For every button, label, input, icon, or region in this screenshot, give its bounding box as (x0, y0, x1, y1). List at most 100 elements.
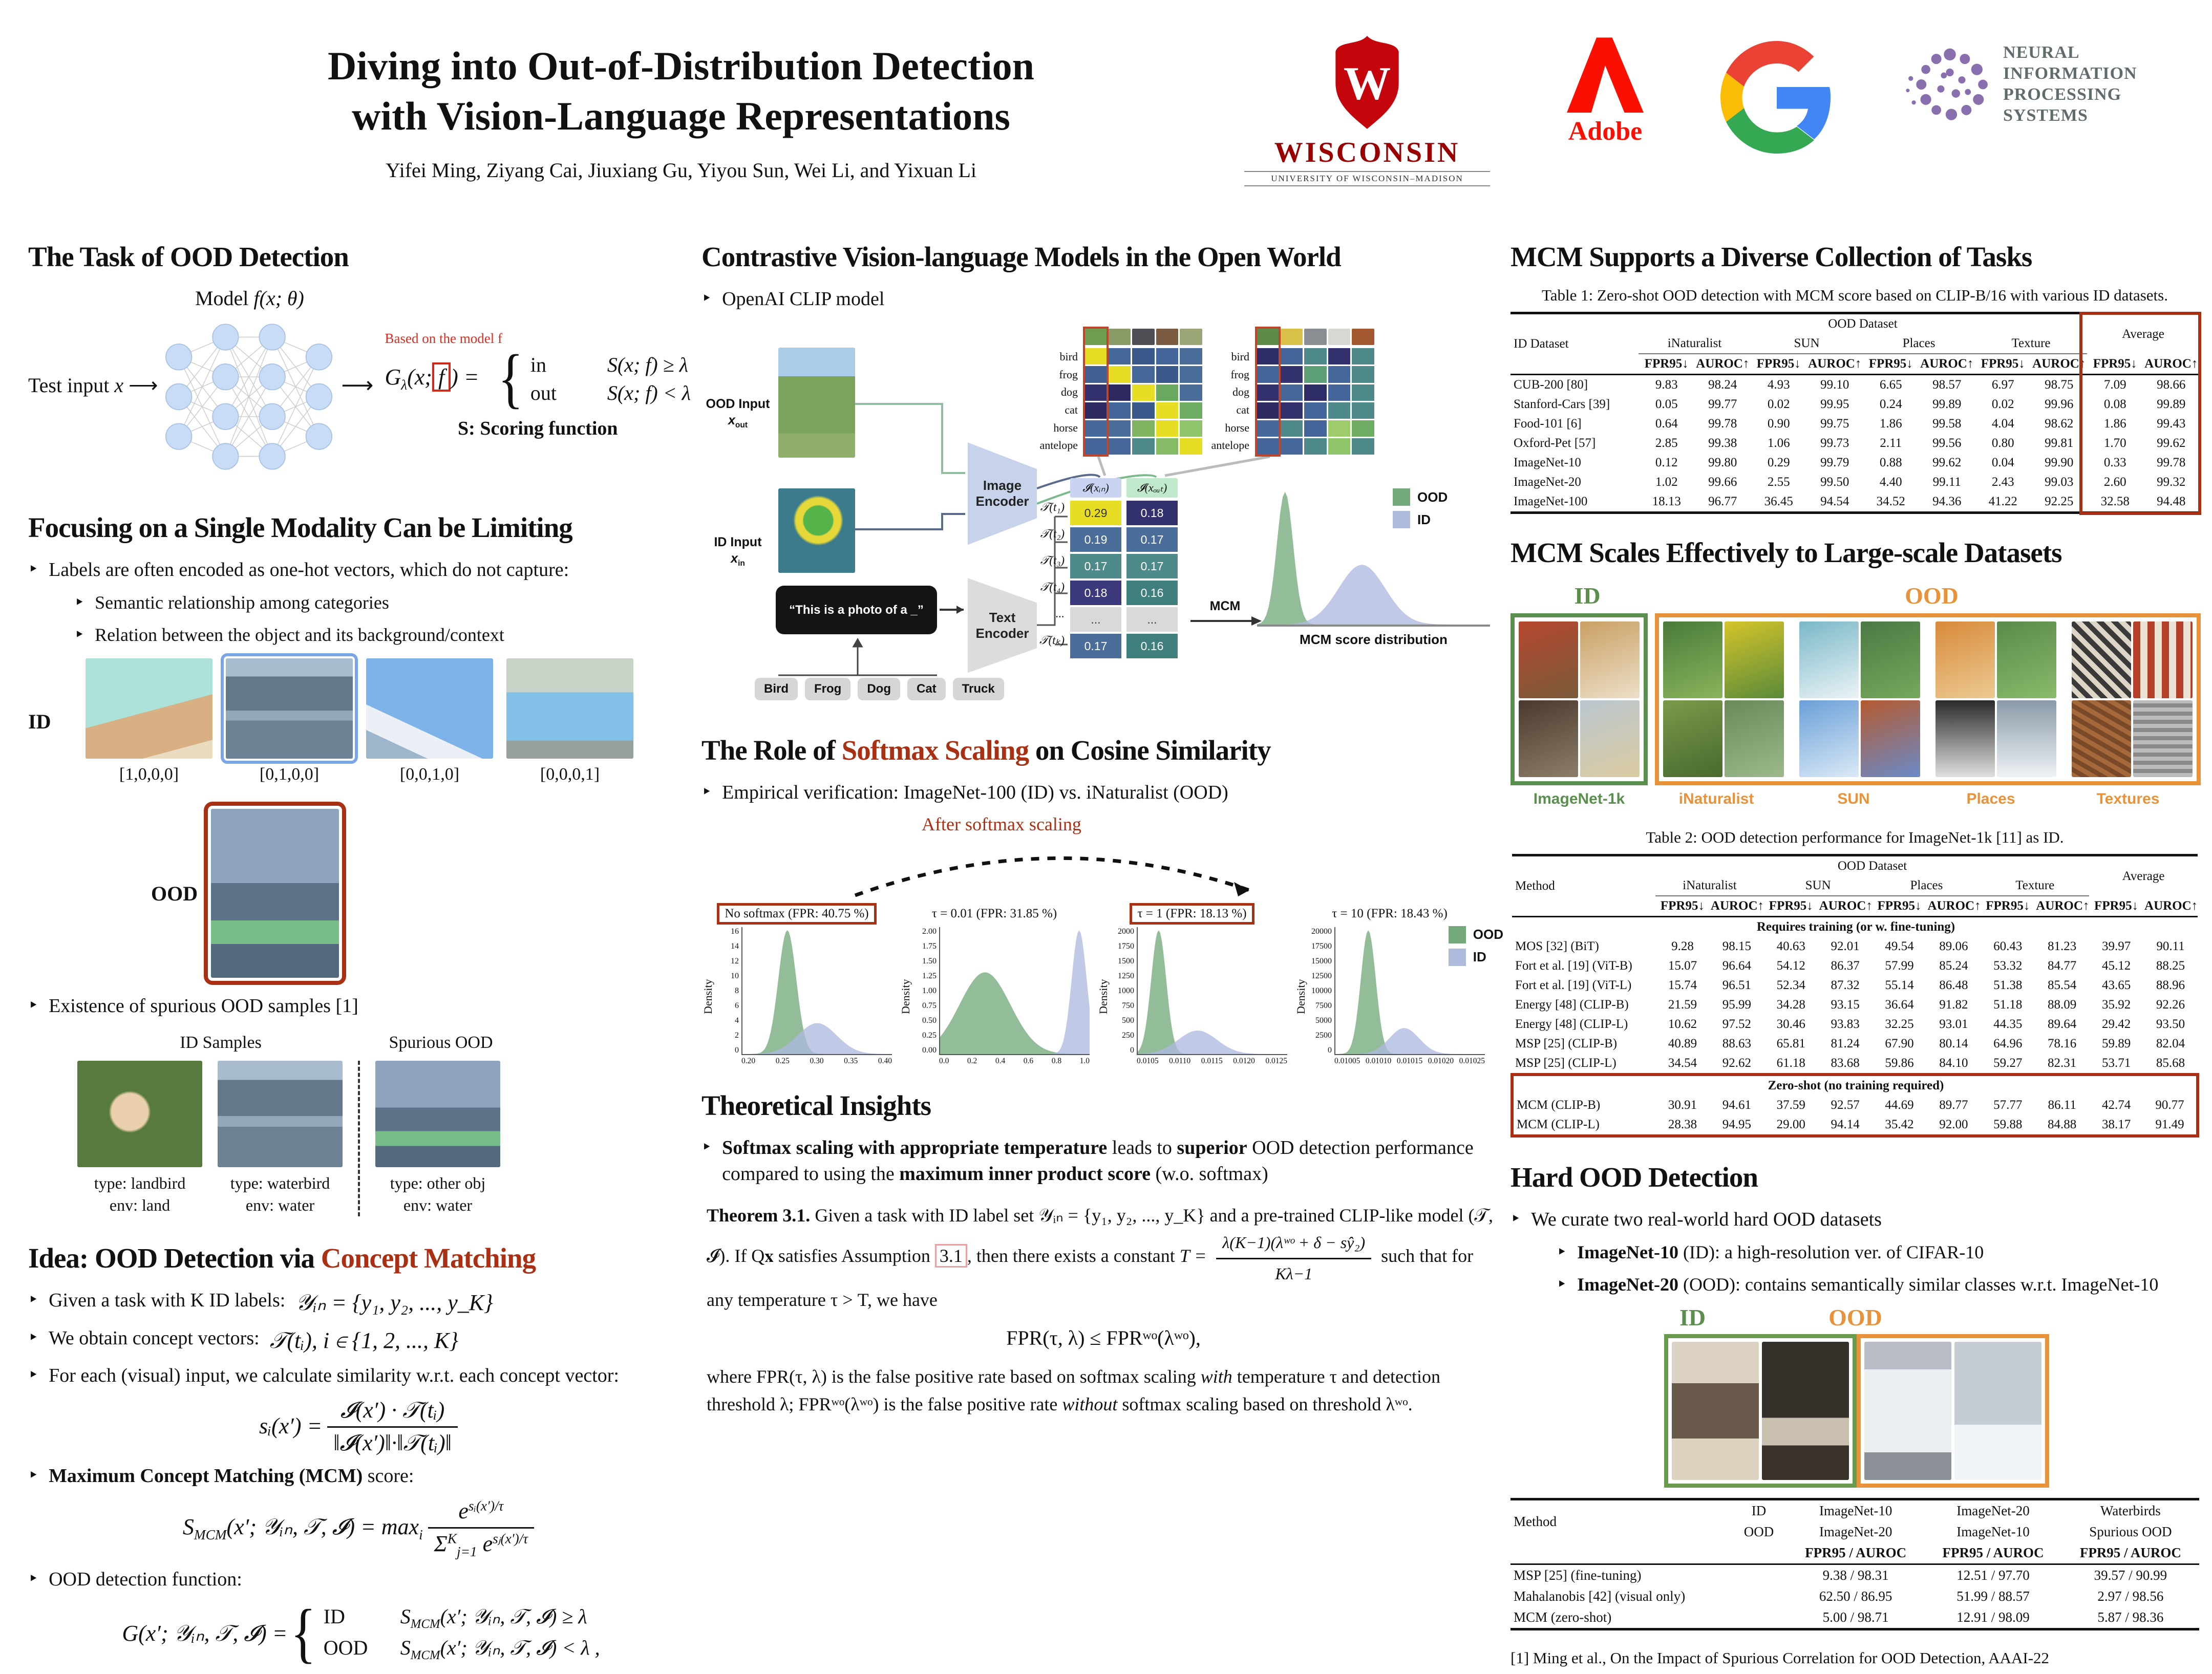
x-tick: 0.25 (775, 1056, 790, 1065)
heatmap-cell (1280, 438, 1303, 455)
neurips-name-line2: PROCESSING SYSTEMS (2003, 85, 2122, 125)
car-image (506, 658, 633, 759)
test-input-label: Test input x ⟶ (28, 373, 158, 397)
y-tick: 0 (1130, 1045, 1134, 1055)
heatmap-cell (1304, 384, 1327, 401)
heatmap-row-label: horse (1053, 421, 1078, 434)
x-tick: 0.40 (878, 1056, 892, 1065)
distribution-x-label: MCM score distribution (1300, 632, 1448, 648)
vector-value-cell: 0.29 (1070, 501, 1121, 526)
adobe-icon (1567, 37, 1644, 113)
heatmap-row-label: antelope (1211, 439, 1249, 452)
y-tick: 1500 (1118, 956, 1134, 965)
spurious-samples-row: type: landbird env: land type: waterbird e… (77, 1060, 694, 1217)
svg-text:W: W (1344, 57, 1391, 110)
neurips-logo: NEURAL INFORMATION PROCESSING SYSTEMS (1905, 36, 2202, 133)
footnote-reference: [1] Ming et al., On the Impact of Spurio… (1511, 1649, 2050, 1667)
heatmap-cell (1257, 384, 1279, 401)
x-ticks: 0.01005 0.01010 0.01015 0.01020 0.01025 (1334, 1057, 1485, 1066)
heatmap-cell (1304, 348, 1327, 365)
hard-ood-images (1664, 1334, 2199, 1488)
arrow-right-icon: ⟶ (341, 372, 374, 398)
table-row: MSP [25] (CLIP-B) 40.89 88.63 65.81 81.24 67.… (1515, 1037, 2185, 1050)
heatmap-cell (1132, 348, 1155, 365)
vector-row-label: 𝒯(t₁) (1040, 501, 1065, 514)
knit-texture-image (2133, 700, 2193, 777)
dessert-image (1580, 621, 1640, 698)
vector-value-cell: 0.17 (1070, 634, 1121, 659)
y-tick: 6 (735, 1001, 739, 1010)
density-plot-tau-10: τ = 10 (FPR: 18.43 %) Density 20000 17500… (1294, 900, 1485, 1066)
heatmap-cell (1328, 420, 1351, 437)
heatmap-cell (1180, 348, 1202, 365)
heatmap-cell (1132, 366, 1155, 383)
label-set-formula: 𝒴ᵢₙ = {y₁, y₂, ..., y_K} (295, 1290, 493, 1316)
hard-bullet-1: We curate two real-world hard OOD datase… (1511, 1207, 2199, 1233)
table-row: CUB-200 [80] 9.83 98.24 4.93 99.10 6.65 98.57 6… (1514, 378, 2186, 392)
vector-column-ood: 𝓘(xₒᵤₜ) 0.18 0.17 0.17 0.16... 0.16 (1126, 478, 1178, 660)
based-on-note: Based on the model f (385, 330, 502, 346)
neurips-name-line1: NEURAL INFORMATION (2003, 43, 2137, 83)
x-tick: 0.20 (741, 1056, 756, 1065)
sample-env: env: land (109, 1195, 171, 1214)
ood-dataset-header: OOD Dataset (1828, 317, 1898, 331)
scoring-note: S: Scoring function (458, 417, 618, 439)
poster-title: Diving into Out-of-Distribution Detectio… (169, 41, 1193, 141)
x-tick: 0.35 (844, 1056, 858, 1065)
heatmap-cell (1280, 366, 1303, 383)
id-legend-swatch (1393, 511, 1410, 529)
f-redbox: f (432, 362, 451, 392)
heatmap-cell (1156, 402, 1179, 419)
table-row: Stanford-Cars [39] 0.05 99.77 0.02 99.95 0.24… (1514, 397, 2186, 411)
heatmap-cell (1132, 420, 1155, 437)
y-tick: 500 (1122, 1016, 1134, 1025)
ood-input-label: OOD Input xout (706, 397, 770, 430)
table-section-row: Zero-shot (no training required) (1512, 1074, 2198, 1096)
table-row: MSP [25] (CLIP-L) 34.54 92.62 61.18 83.68 59.… (1515, 1056, 2185, 1070)
heatmap-cell (1180, 402, 1202, 419)
heatmap-cell (1304, 366, 1327, 383)
table-row: ImageNet-10 0.12 99.80 0.29 99.79 0.88 99.62 0.… (1514, 456, 2186, 469)
heatmap-cell (1180, 384, 1202, 401)
y-tick: 1250 (1118, 971, 1134, 980)
idea-bullet-3: For each (visual) input, we calculate si… (28, 1363, 694, 1389)
table-row: ImageNet-100 18.13 96.77 36.45 94.54 34.52 94.… (1514, 495, 2186, 508)
vector-row-label: 𝒯(t₄) (1040, 581, 1065, 594)
bird-lake-image (221, 653, 358, 764)
modality-bullet-1: Labels are often encoded as one-hot vect… (28, 557, 694, 583)
y-tick: 17500 (1311, 941, 1332, 951)
assumption-ref: 3.1 (934, 1243, 967, 1268)
yellow-flowers-image (1725, 621, 1784, 698)
imagenet1k-images (1511, 613, 1648, 785)
section-task-heading: The Task of OOD Detection (28, 241, 349, 272)
vector-value-cell: ... (1070, 607, 1121, 632)
sample-type: type: waterbird (230, 1173, 330, 1192)
sample-env: env: water (245, 1195, 315, 1214)
dashed-divider (358, 1060, 360, 1217)
adobe-logo: Adobe (1546, 36, 1664, 146)
table-row: Energy [48] (CLIP-B) 21.59 95.99 34.28 93.15… (1515, 998, 2185, 1012)
vector-row-label: 𝒯(t₃) (1040, 554, 1065, 567)
heatmap-cell (1257, 366, 1279, 383)
ood-legend-label: OOD (1473, 927, 1503, 942)
neurips-name: NEURAL INFORMATION PROCESSING SYSTEMS (2003, 42, 2202, 126)
heatmap-cell (1280, 402, 1303, 419)
id-legend-label: ID (1473, 949, 1486, 965)
y-ticks: 2000 1750 1500 1250 1000 750 500 250 0 (1110, 927, 1137, 1055)
vector-row-label: 𝒯(t₂) (1040, 527, 1065, 541)
heatmap-row-label: antelope (1039, 439, 1078, 452)
hard-bullet-3: ImageNet-20 (OOD): contains semantically… (1557, 1272, 2199, 1297)
heatmap-left (1084, 348, 1202, 455)
hard-id-label: ID (1679, 1304, 1706, 1331)
heatmap-cell (1280, 420, 1303, 437)
table2-wrapper: OOD Dataset Average Method iNaturalist SU… (1511, 854, 2199, 1138)
table-row: MSP [25] (fine-tuning) 9.38 / 98.31 12.51 … (1514, 1568, 2167, 1583)
y-tick: 7500 (1315, 1001, 1332, 1010)
wisconsin-subtitle: UNIVERSITY OF WISCONSIN–MADISON (1244, 171, 1490, 186)
y-tick: 0.25 (922, 1031, 937, 1040)
heatmap-cell (1352, 438, 1374, 455)
softmax-bullet: Empirical verification: ImageNet-100 (ID… (701, 780, 1500, 806)
heatmap-cell (1257, 420, 1279, 437)
thumbnail-image (1352, 329, 1374, 346)
x-tick: 0.01005 (1334, 1056, 1360, 1065)
